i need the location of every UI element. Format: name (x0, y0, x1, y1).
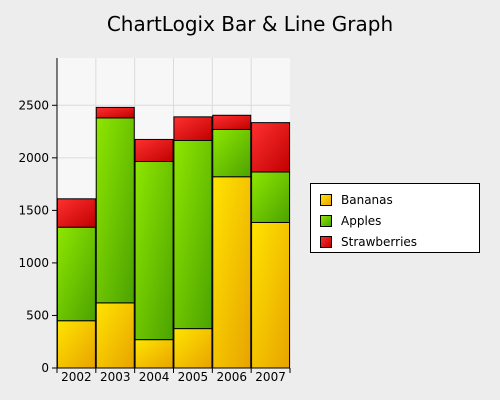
y-tick-label: 1500 (18, 203, 49, 217)
bar-strawberries-2007 (251, 122, 291, 173)
legend-item-bananas: Bananas (320, 189, 479, 210)
bar-strawberries-2003 (95, 106, 135, 119)
bar-bananas-2002 (56, 320, 96, 369)
chart-title: ChartLogix Bar & Line Graph (106, 12, 394, 36)
bar-bananas-2003 (95, 302, 135, 369)
bar-apples-2004 (134, 161, 174, 341)
legend-label: Strawberries (341, 234, 418, 249)
x-tick-label: 2003 (100, 370, 131, 384)
bar-bananas-2006 (212, 176, 252, 369)
legend-label: Apples (341, 213, 382, 228)
x-tick-label: 2004 (139, 370, 170, 384)
bar-apples-2003 (95, 117, 135, 304)
y-tick-label: 500 (26, 308, 49, 322)
legend-swatch (320, 235, 332, 248)
legend-item-apples: Apples (320, 210, 479, 231)
x-tick-label: 2005 (178, 370, 209, 384)
legend-swatch (320, 193, 332, 206)
legend-item-strawberries: Strawberries (320, 231, 479, 252)
bar-bananas-2005 (173, 328, 213, 369)
bar-apples-2002 (56, 226, 96, 322)
y-tick-label: 2500 (18, 98, 49, 112)
bar-strawberries-2002 (56, 198, 96, 228)
x-tick-label: 2007 (255, 370, 286, 384)
x-tick-label: 2002 (61, 370, 92, 384)
legend-label: Bananas (341, 192, 393, 207)
bar-bananas-2007 (251, 221, 291, 369)
bar-apples-2006 (212, 128, 252, 178)
bar-strawberries-2006 (212, 114, 252, 130)
bar-strawberries-2004 (134, 138, 174, 163)
y-tick-label: 2000 (18, 151, 49, 165)
chart-legend: Bananas Apples Strawberries (310, 183, 480, 253)
bar-strawberries-2005 (173, 116, 213, 141)
x-tick-label: 2006 (216, 370, 247, 384)
legend-swatch (320, 214, 332, 227)
bar-apples-2005 (173, 139, 213, 330)
bar-apples-2007 (251, 171, 291, 223)
y-tick-label: 1000 (18, 256, 49, 270)
bar-bananas-2004 (134, 339, 174, 369)
y-tick-label: 0 (41, 361, 49, 375)
